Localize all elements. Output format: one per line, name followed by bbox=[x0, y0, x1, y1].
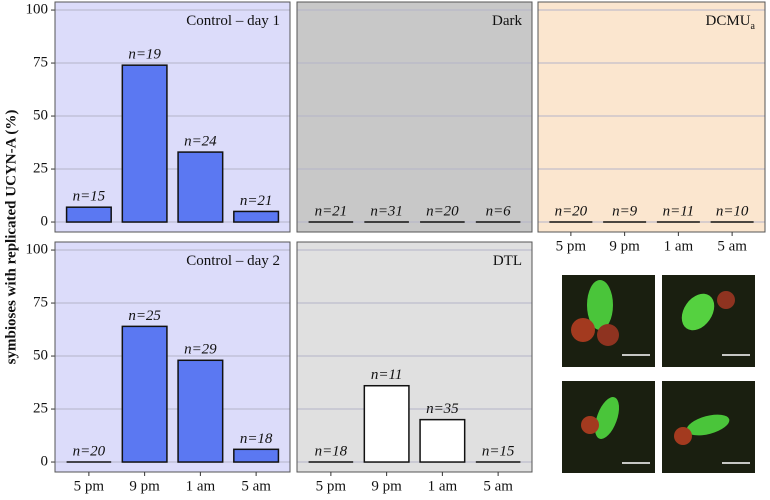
sample-size-label: n=24 bbox=[184, 134, 217, 150]
y-tick-label: 50 bbox=[33, 347, 48, 363]
x-tick-label: 9 pm bbox=[371, 478, 402, 494]
x-tick-label: 9 pm bbox=[129, 478, 160, 494]
x-tick-label: 5 am bbox=[717, 238, 747, 254]
panel-border bbox=[54, 1, 291, 233]
y-tick-label: 25 bbox=[33, 160, 48, 176]
sample-size-label: n=31 bbox=[370, 203, 403, 219]
bar bbox=[121, 64, 168, 223]
sample-size-label: n=18 bbox=[315, 443, 348, 459]
bar bbox=[65, 206, 112, 223]
sample-size-label: n=20 bbox=[426, 203, 459, 219]
panel-title: DCMUa bbox=[706, 13, 756, 32]
panel-background bbox=[55, 2, 290, 232]
panel-border bbox=[296, 241, 533, 473]
sample-size-label: n=29 bbox=[184, 342, 217, 358]
y-tick-label: 0 bbox=[41, 213, 49, 229]
sample-size-label: n=10 bbox=[716, 203, 749, 219]
x-tick-label: 9 pm bbox=[609, 238, 640, 254]
y-tick-label: 0 bbox=[41, 453, 49, 469]
sample-size-label: n=18 bbox=[240, 431, 273, 447]
panel-title-text: Control – day 2 bbox=[186, 253, 280, 269]
x-tick-label: 1 am bbox=[664, 238, 694, 254]
bar bbox=[363, 384, 410, 463]
panel-title-subscript: a bbox=[751, 21, 756, 32]
x-tick-label: 5 am bbox=[483, 478, 513, 494]
panel-title: Control – day 1 bbox=[186, 13, 280, 29]
y-tick-label: 100 bbox=[26, 241, 49, 257]
x-tick-label: 1 am bbox=[428, 478, 458, 494]
panel-title-text: Dark bbox=[492, 13, 522, 29]
panel-title-text: DTL bbox=[493, 253, 522, 269]
bar bbox=[419, 418, 466, 463]
sample-size-label: n=20 bbox=[555, 203, 588, 219]
panel-title-text: DCMU bbox=[706, 13, 751, 29]
y-tick-label: 50 bbox=[33, 107, 48, 123]
sample-size-label: n=19 bbox=[128, 47, 161, 63]
sample-size-label: n=6 bbox=[486, 203, 512, 219]
y-axis-title: symbioses with replicated UCYN-A (%) bbox=[3, 110, 19, 365]
sample-size-label: n=20 bbox=[73, 443, 106, 459]
y-tick-label: 75 bbox=[33, 54, 48, 70]
panel-title: Dark bbox=[492, 13, 522, 29]
bar bbox=[233, 448, 280, 463]
panel-border bbox=[54, 241, 291, 473]
panel-title: DTL bbox=[493, 253, 522, 269]
x-tick-label: 5 pm bbox=[316, 478, 347, 494]
y-tick-label: 100 bbox=[26, 1, 49, 17]
bar bbox=[121, 325, 168, 463]
y-tick-label: 75 bbox=[33, 294, 48, 310]
panel-background bbox=[297, 2, 532, 232]
sample-size-label: n=15 bbox=[482, 443, 515, 459]
sample-size-label: n=11 bbox=[663, 203, 695, 219]
x-tick-label: 5 am bbox=[241, 478, 271, 494]
x-tick-label: 5 pm bbox=[74, 478, 105, 494]
sample-size-label: n=11 bbox=[371, 367, 403, 383]
panel-border bbox=[537, 1, 766, 233]
panel-background bbox=[55, 242, 290, 472]
panel-background bbox=[297, 242, 532, 472]
x-tick-label: 1 am bbox=[186, 478, 216, 494]
sample-size-label: n=9 bbox=[612, 203, 638, 219]
bar bbox=[177, 359, 224, 463]
sample-size-label: n=25 bbox=[128, 308, 161, 324]
panel-border bbox=[296, 1, 533, 233]
panel-title: Control – day 2 bbox=[186, 253, 280, 269]
bar bbox=[177, 151, 224, 223]
sample-size-label: n=21 bbox=[315, 203, 348, 219]
sample-size-label: n=35 bbox=[426, 401, 459, 417]
panel-background bbox=[538, 2, 765, 232]
panel-title-text: Control – day 1 bbox=[186, 13, 280, 29]
x-tick-label: 5 pm bbox=[556, 238, 587, 254]
y-tick-label: 25 bbox=[33, 400, 48, 416]
sample-size-label: n=15 bbox=[73, 189, 106, 205]
sample-size-label: n=21 bbox=[240, 193, 273, 209]
bar bbox=[233, 210, 280, 223]
micrographs bbox=[562, 275, 755, 473]
